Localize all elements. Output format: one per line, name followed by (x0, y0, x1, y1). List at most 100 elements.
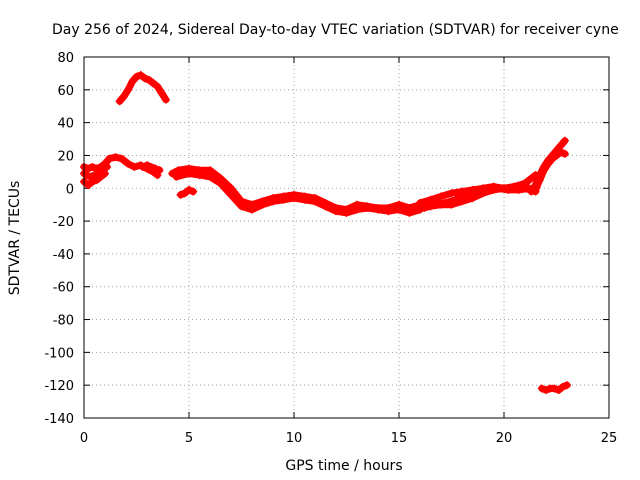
data-point (437, 192, 445, 201)
data-point (101, 159, 109, 168)
data-point (510, 182, 519, 191)
data-point (111, 153, 120, 162)
series-trace (177, 186, 197, 199)
data-point (185, 185, 193, 194)
data-point (420, 203, 429, 212)
data-point (447, 200, 456, 209)
y-tick-label: -100 (44, 346, 74, 361)
x-axis-label: GPS time / hours (285, 458, 402, 474)
data-point (105, 154, 114, 163)
x-tick-label: 20 (496, 431, 513, 446)
data-point (426, 202, 435, 211)
y-tick-label: -60 (53, 281, 74, 296)
series-trace (116, 71, 170, 105)
data-point (258, 200, 267, 209)
data-point (189, 187, 198, 196)
data-point (86, 172, 95, 181)
x-tick-label: 5 (185, 431, 193, 446)
data-point (172, 172, 181, 181)
data-point (300, 195, 309, 204)
data-point (374, 205, 382, 214)
data-point (560, 136, 569, 145)
data-point (447, 189, 456, 198)
data-point (149, 79, 158, 88)
series-main-a (168, 164, 424, 214)
data-point (82, 171, 91, 180)
data-point (176, 190, 185, 199)
data-point (395, 205, 403, 214)
data-point (544, 159, 553, 168)
data-point (539, 166, 548, 175)
data-point (206, 172, 214, 181)
data-point (405, 208, 414, 217)
tick-labels: 0 5 10 15 20 25 80 60 40 20 0 -20 -40 -60 -80 -100 -120 -… (44, 51, 617, 446)
data-point (124, 85, 133, 94)
data-point (96, 162, 105, 171)
data-point (136, 71, 145, 80)
data-point (560, 149, 569, 158)
data-point (468, 194, 477, 203)
data-point (128, 77, 137, 86)
data-point (458, 197, 466, 206)
y-tick-label: -80 (53, 314, 74, 329)
data-point (92, 164, 101, 173)
data-point (537, 384, 546, 393)
y-tick-label: -140 (44, 412, 74, 427)
data-point (138, 162, 147, 171)
data-point (416, 199, 424, 208)
series-early-low (80, 169, 109, 189)
series-main-b (172, 169, 424, 217)
y-tick-label: 60 (57, 84, 74, 99)
data-point (185, 169, 193, 178)
y-tick-label: 40 (57, 117, 74, 132)
plot-frame (83, 56, 610, 419)
data-point (321, 202, 330, 211)
x-tick-label: 15 (391, 431, 408, 446)
data-point (552, 151, 561, 160)
data-point (554, 386, 563, 395)
data-point (535, 176, 544, 185)
data-point (563, 381, 571, 390)
data-point (88, 162, 97, 171)
data-point (342, 208, 351, 217)
y-tick-label: 20 (57, 149, 74, 164)
data-point (147, 162, 156, 171)
data-point (479, 189, 487, 198)
data-point (311, 197, 319, 206)
data-point (558, 382, 567, 391)
chart-title: Day 256 of 2024, Sidereal Day-to-day VTE… (52, 22, 619, 38)
data-point (556, 148, 565, 157)
data-point (161, 95, 170, 104)
series-trace (532, 148, 569, 194)
x-tick-label: 10 (286, 431, 303, 446)
series-short-mid (138, 161, 164, 175)
data-point (548, 154, 557, 163)
y-tick-label: 80 (57, 51, 74, 66)
data-point (132, 72, 141, 81)
grid-lines (84, 57, 609, 418)
data-point (153, 82, 162, 91)
data-point (437, 200, 445, 209)
data-point (180, 189, 189, 198)
axis-ticks (83, 56, 610, 419)
data-series (80, 71, 571, 395)
data-point (521, 184, 529, 193)
data-point (237, 202, 246, 211)
data-point (248, 205, 256, 214)
data-point (117, 154, 126, 163)
y-axis-label: SDTVAR / TECUs (7, 181, 23, 296)
data-point (353, 205, 361, 214)
data-point (384, 207, 393, 216)
data-point (155, 166, 164, 175)
x-tick-label: 0 (80, 431, 88, 446)
data-point (115, 97, 124, 106)
data-point (195, 171, 204, 180)
data-point (168, 169, 177, 178)
data-point (227, 190, 235, 199)
data-point (84, 180, 93, 189)
data-point (489, 185, 498, 194)
x-tick-label: 25 (601, 431, 618, 446)
y-tick-label: -120 (44, 379, 74, 394)
y-tick-label: -40 (53, 248, 74, 263)
